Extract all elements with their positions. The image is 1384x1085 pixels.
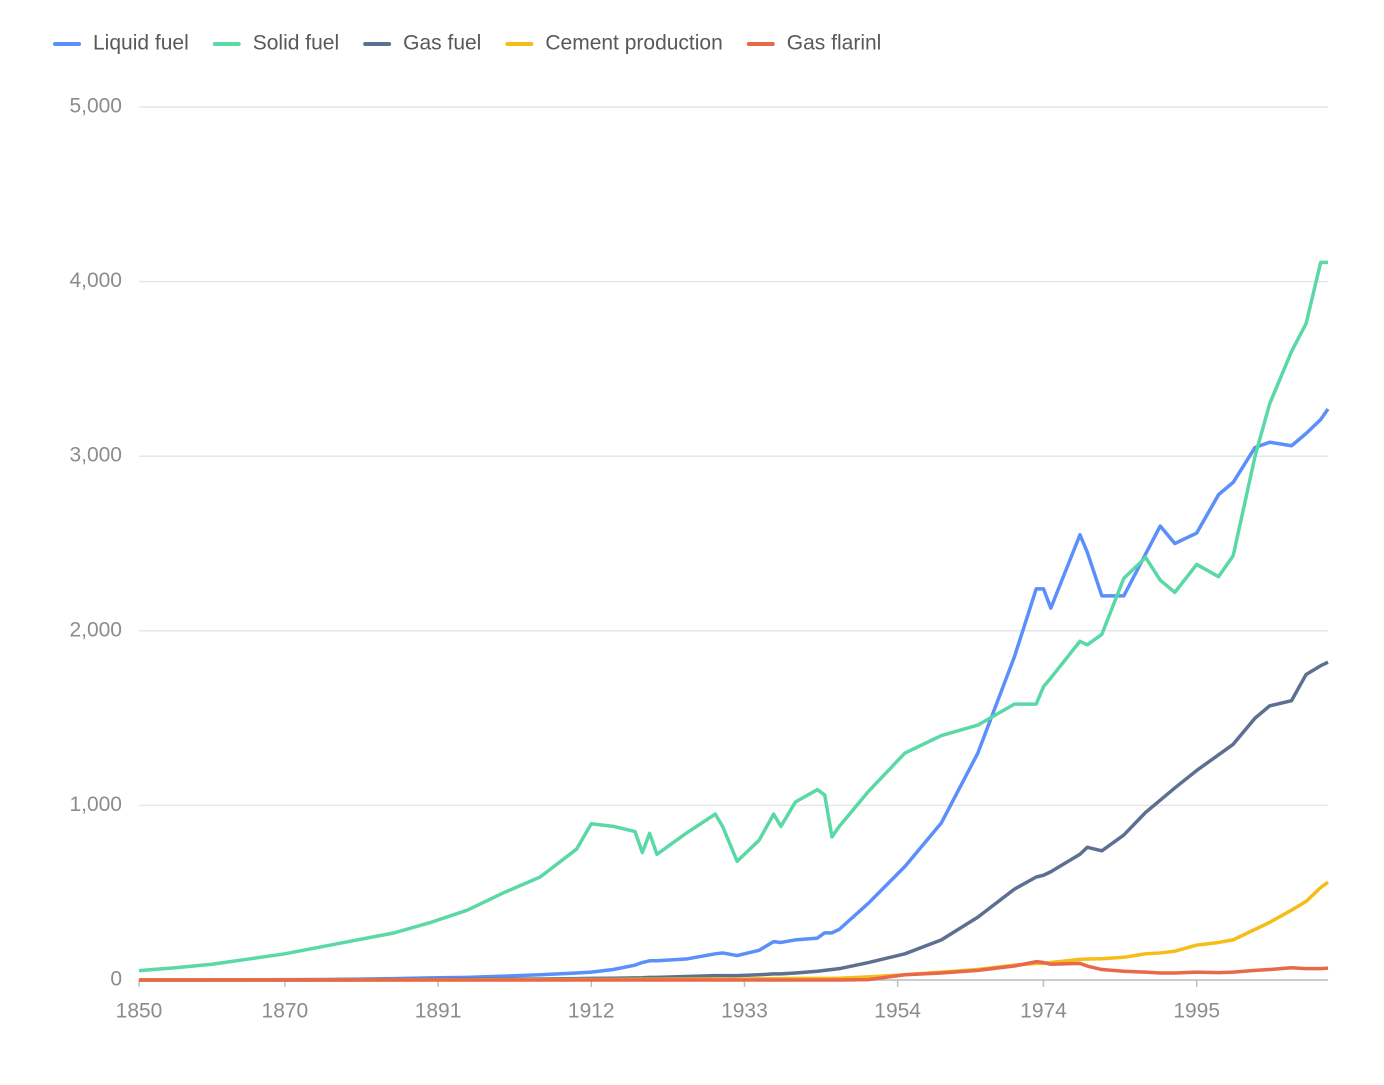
x-tick-label: 1954 — [874, 1000, 921, 1023]
y-tick-label: 5,000 — [69, 95, 122, 118]
x-tick-label: 1912 — [568, 1000, 615, 1023]
y-tick-label: 2,000 — [69, 618, 122, 641]
line — [139, 880, 1330, 982]
x-tick-label: 1850 — [116, 1000, 163, 1023]
y-tick-label: 0 — [110, 968, 122, 991]
y-tick-label: 1,000 — [69, 793, 122, 816]
x-tick-label: 1974 — [1020, 1000, 1067, 1023]
legend-label: Liquid fuel — [93, 32, 189, 55]
x-tick-label: 1995 — [1173, 1000, 1220, 1023]
x-tick-label: 1933 — [721, 1000, 768, 1023]
line — [139, 959, 1329, 982]
legend-label: Gas flarinl — [787, 32, 882, 55]
line — [138, 260, 1328, 973]
legend-label: Gas fuel — [403, 32, 481, 55]
line — [139, 660, 1329, 982]
y-tick-label: 3,000 — [69, 444, 122, 467]
x-tick-label: 1891 — [415, 1000, 462, 1023]
legend-label: Solid fuel — [253, 32, 339, 55]
line — [139, 408, 1330, 982]
x-tick-label: 1870 — [262, 1000, 309, 1023]
legend-label: Cement production — [545, 32, 722, 55]
y-tick-label: 4,000 — [69, 269, 122, 292]
